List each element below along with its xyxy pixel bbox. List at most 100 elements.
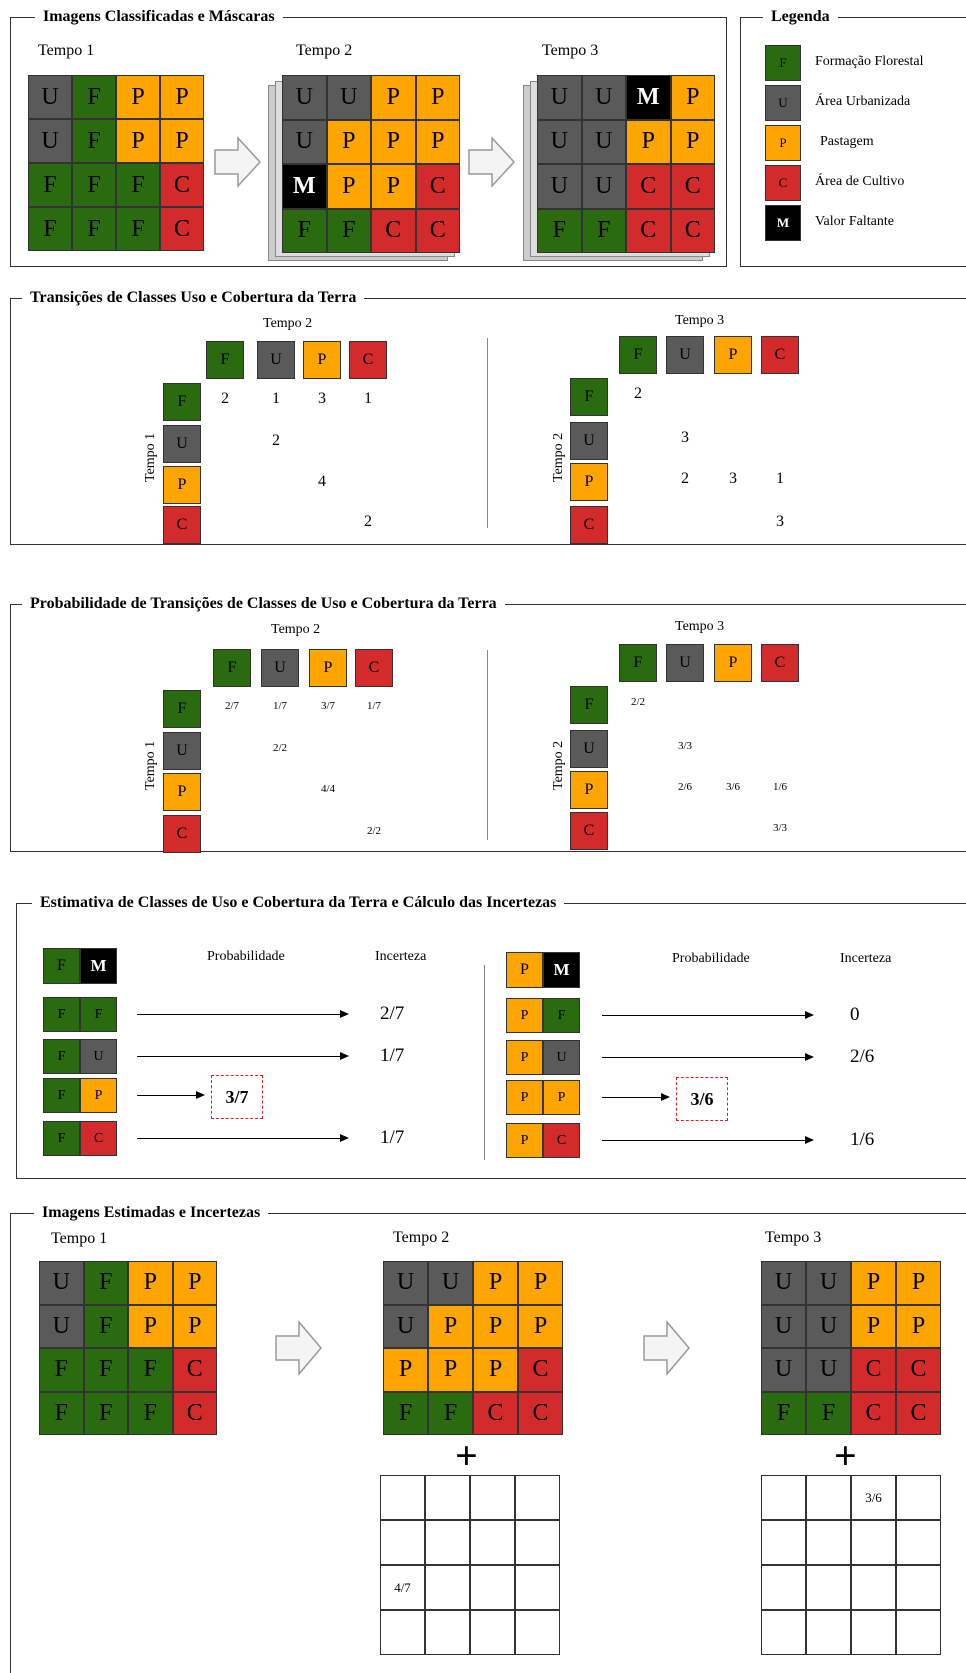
p4-left-row-3-F-0: F [43,1121,80,1156]
p1-t2-cell-1-2: P [371,119,416,164]
p5-unc-t3-cell-2-2 [851,1565,896,1610]
p2-divider [487,338,488,528]
p1-t3-cell-2-0: U [537,164,582,209]
legend-label-C: Área de Cultivo [815,174,905,189]
p3-right-value-2-3: 1/6 [772,781,788,793]
p2-right-value-2-1: 2 [681,470,689,487]
legend-label-M: Valor Faltante [815,214,894,229]
p2-right-row-head-U: U [570,422,608,460]
p3-right-row-head-F: F [570,686,608,724]
p2-left-value-0-2: 3 [318,390,326,407]
p3-right-value-1-1: 3/3 [677,740,693,752]
p5-unc-t3-cell-0-1 [806,1475,851,1520]
p4-right-row-0-P-0: P [506,998,543,1033]
p1-t3-label: Tempo 3 [542,42,599,59]
p5-t3-cell-3-0: F [761,1391,806,1435]
p4-right-row-0-F-1: F [543,998,580,1033]
p1-t2-cell-2-2: P [371,164,416,209]
p5-uncertainty-t3-grid: 3/6 [761,1475,941,1655]
p5-unc-t2-cell-1-2 [470,1520,515,1565]
p2-right-value-3-3: 3 [776,513,784,530]
p2-right-col-head-F: F [619,336,657,374]
panel-estimation-title: Estimativa de Classes de Uso e Cobertura… [32,894,565,912]
p5-t2-cell-3-2: C [473,1391,518,1435]
p5-unc-t2-cell-1-0 [380,1520,425,1565]
p5-unc-t2-cell-3-0 [380,1610,425,1655]
p1-t1-cell-0-0: U [28,75,72,119]
p1-t1-cell-2-1: F [72,163,116,207]
p3-right-value-2-1: 2/6 [677,781,693,793]
p5-unc-t3-cell-1-0 [761,1520,806,1565]
p2-right-value-2-2: 3 [729,470,737,487]
p4-left-row-0-F-1: F [80,997,117,1032]
p1-t1-cell-1-1: F [72,119,116,163]
p2-left-col-label: Tempo 2 [263,316,313,331]
p4-left-row-0-arrow-icon [137,1010,349,1018]
p4-right-row-2-arrow-icon [602,1093,670,1101]
p4-right-row-2-P-0: P [506,1080,543,1115]
p1-t2-cell-2-3: C [415,164,460,209]
p5-t1-cell-3-1: F [83,1391,128,1435]
p1-t3-cell-2-2: C [626,164,671,209]
p4-right-row-3-arrow-icon [602,1136,814,1144]
p1-t1-cell-0-3: P [160,75,204,119]
p5-t3-label: Tempo 3 [765,1229,822,1246]
p1-t3-cell-3-2: C [626,208,671,253]
p2-left-row-head-U: U [163,425,201,463]
p5-unc-t2-cell-3-2 [470,1610,515,1655]
legend-swatch-C: C [765,165,801,201]
p1-t3-cell-1-3: P [670,119,715,164]
p5-t3-cell-1-2: P [851,1304,896,1348]
p2-left-col-head-U: U [257,341,295,379]
p5-unc-t2-cell-2-3 [515,1565,560,1610]
p1-t1-cell-2-0: F [28,163,72,207]
p3-right-col-head-U: U [666,644,704,682]
p2-right-row-head-C: C [570,506,608,544]
p1-t3-cell-0-3: P [670,75,715,120]
p2-right-row-label: Tempo 2 [551,432,566,482]
p5-unc-t3-cell-2-1 [806,1565,851,1610]
p5-unc-t3-cell-2-3 [896,1565,941,1610]
p1-t2-cell-0-3: P [415,75,460,120]
legend-title: Legenda [763,8,838,26]
p4-left-row-2-F-0: F [43,1078,80,1113]
p4-left-row-0-F-0: F [43,997,80,1032]
p5-t1-cell-1-3: P [172,1304,217,1348]
p4-left-row-2-P-1: P [80,1078,117,1113]
p5-t3-cell-0-1: U [806,1261,851,1305]
legend-swatch-F: F [765,45,801,81]
p5-t1-cell-1-2: P [128,1304,173,1348]
p1-t2-cell-0-0: U [282,75,327,120]
p5-t3-cell-1-1: U [806,1304,851,1348]
p1-t3-cell-3-0: F [537,208,582,253]
p5-unc-t2-cell-2-1 [425,1565,470,1610]
p1-t2-cell-2-0: M [282,164,327,209]
p2-left-value-2-2: 4 [318,473,326,490]
p4-left-head-F: F [43,948,80,984]
p1-t3-cell-1-1: U [581,119,626,164]
p4-right-row-3-P-0: P [506,1123,543,1158]
p1-t2-cell-1-0: U [282,119,327,164]
panel-probabilities-title: Probabilidade de Transições de Classes d… [22,595,505,613]
p5-unc-t3-cell-0-0 [761,1475,806,1520]
p5-t1-cell-3-3: C [172,1391,217,1435]
p1-t1-cell-0-2: P [116,75,160,119]
p2-left-col-head-C: C [349,341,387,379]
p5-t2-cell-1-0: U [383,1304,428,1348]
p4-left-head-M: M [80,948,117,984]
p2-left-value-1-1: 2 [272,432,280,449]
p1-t3-cell-3-3: C [670,208,715,253]
p5-t1-cell-0-2: P [128,1261,173,1305]
p2-right-row-head-P: P [570,463,608,501]
p5-t1-cell-2-1: F [83,1348,128,1392]
p4-left-row-1-F-0: F [43,1039,80,1074]
p1-t3-cell-0-2: M [626,75,671,120]
p5-unc-t3-cell-3-1 [806,1610,851,1655]
